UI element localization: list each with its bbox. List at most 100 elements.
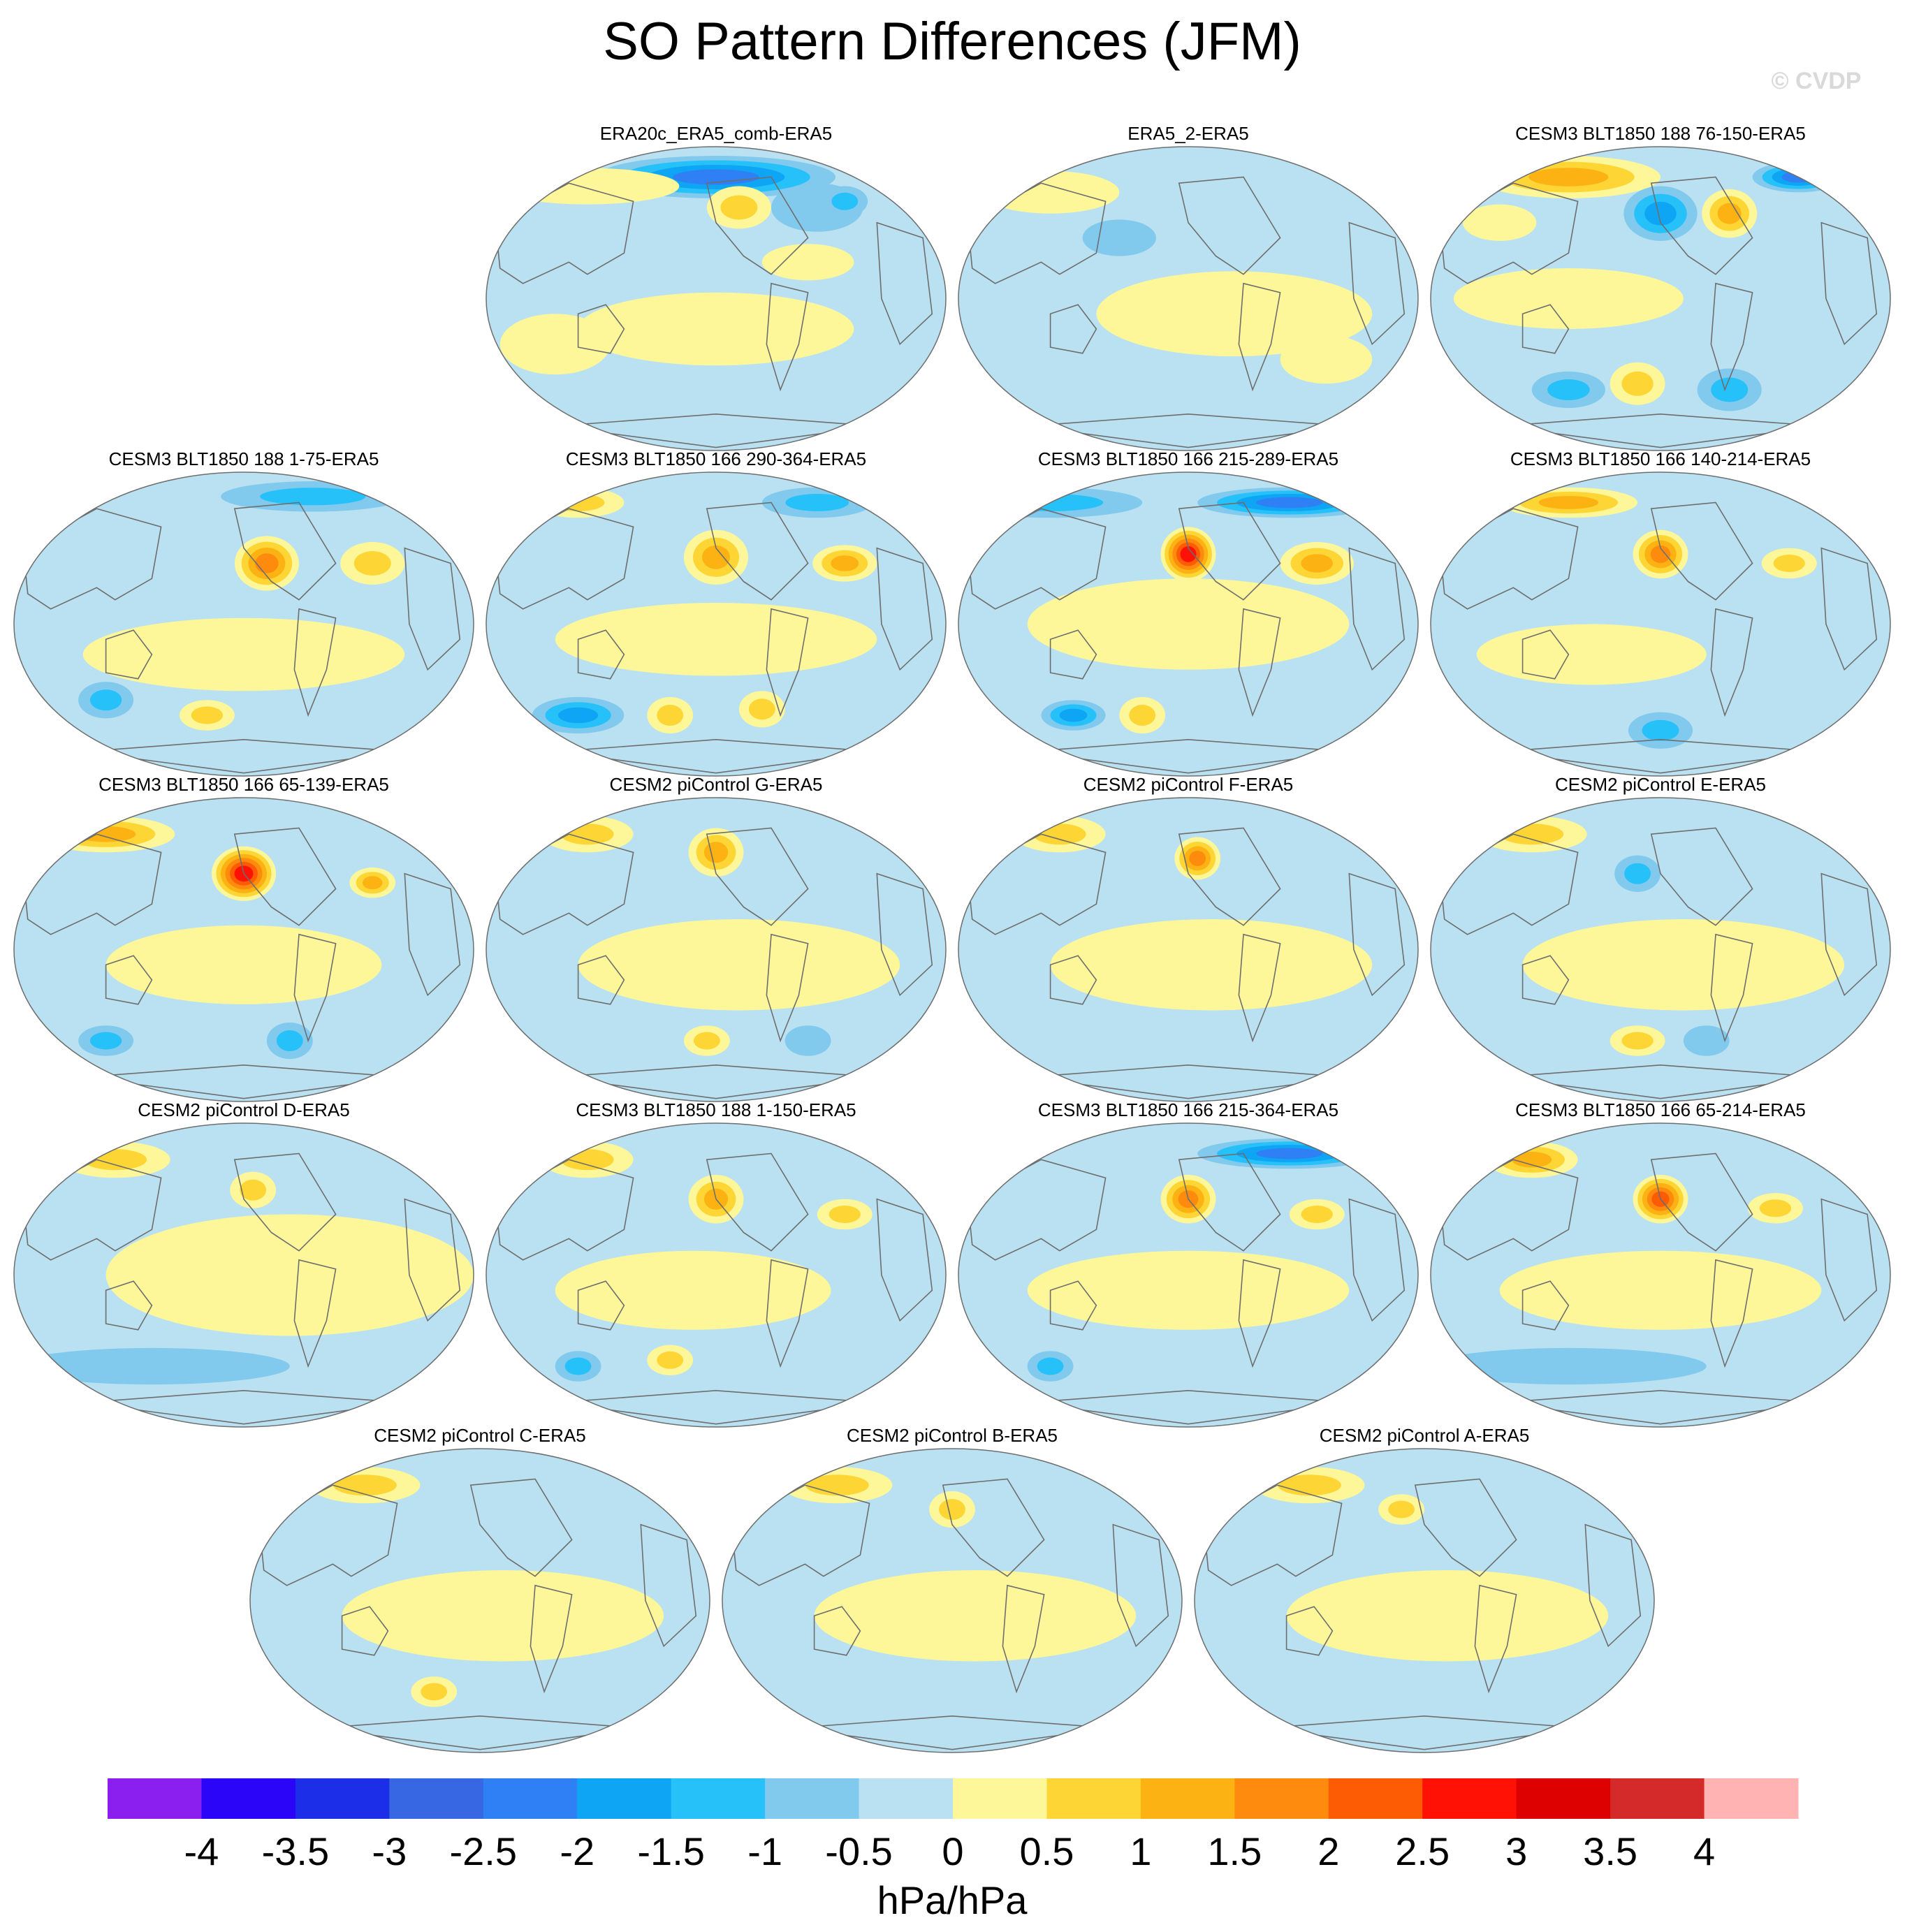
coastline bbox=[1650, 502, 1753, 601]
map-panels-grid: ERA20c_ERA5_comb-ERA5 ERA5_2-ERA5 CESM3 BL… bbox=[13, 123, 1891, 1753]
coastline bbox=[22, 1159, 162, 1261]
coastline bbox=[1348, 1198, 1406, 1322]
contour-blob bbox=[1717, 203, 1742, 224]
contour-blob bbox=[89, 1032, 122, 1050]
contour-blob bbox=[1301, 1205, 1333, 1224]
colorbar-swatch bbox=[483, 1778, 578, 1819]
contour-blob bbox=[1129, 704, 1156, 726]
contour-blob bbox=[1286, 1570, 1609, 1662]
contour-blob bbox=[1476, 624, 1707, 685]
coastline bbox=[495, 1159, 634, 1261]
map-field bbox=[958, 1123, 1418, 1427]
colorbar-swatch bbox=[1328, 1778, 1423, 1819]
map-panel: CESM3 BLT1850 188 1-75-ERA5 bbox=[13, 448, 474, 777]
contour-blob bbox=[1538, 496, 1599, 509]
contour-blob bbox=[276, 1030, 303, 1052]
contour-blob bbox=[499, 314, 611, 375]
coastline bbox=[706, 176, 809, 275]
coastline bbox=[1002, 1584, 1045, 1694]
coastline bbox=[495, 833, 634, 935]
coastline bbox=[1650, 176, 1753, 275]
map-panel: CESM3 BLT1850 166 140-214-ERA5 bbox=[1430, 448, 1891, 777]
coastline bbox=[577, 304, 625, 354]
coastline bbox=[1521, 304, 1570, 354]
panel-title: CESM2 piControl E-ERA5 bbox=[1555, 774, 1766, 795]
coastline bbox=[876, 872, 933, 997]
colorbar-swatch bbox=[1422, 1778, 1517, 1819]
coastline bbox=[1439, 182, 1579, 284]
colorbar-swatch bbox=[765, 1778, 860, 1819]
coastline bbox=[1238, 933, 1281, 1043]
contour-blob bbox=[1027, 1250, 1350, 1330]
map-panel: CESM3 BLT1850 188 76-150-ERA5 bbox=[1430, 123, 1891, 451]
coastline bbox=[766, 1259, 809, 1368]
colorbar-swatch bbox=[1234, 1778, 1329, 1819]
coastline bbox=[967, 182, 1107, 284]
coastline bbox=[1521, 955, 1570, 1005]
map-field bbox=[958, 472, 1418, 776]
coastline bbox=[1820, 872, 1878, 997]
coastline bbox=[1710, 608, 1753, 717]
contour-blob bbox=[1547, 379, 1590, 401]
contour-blob bbox=[814, 1570, 1137, 1662]
map-panel: CESM3 BLT1850 188 1-150-ERA5 bbox=[486, 1099, 947, 1428]
colorbar-swatch bbox=[201, 1778, 296, 1819]
colorbar-tick-label: 0.5 bbox=[1020, 1829, 1074, 1873]
coastline bbox=[706, 502, 809, 601]
panel-title: CESM3 BLT1850 166 215-364-ERA5 bbox=[1038, 1099, 1338, 1120]
map-border bbox=[486, 1122, 947, 1428]
coastline bbox=[341, 1606, 389, 1656]
map-field bbox=[486, 798, 946, 1102]
contour-blob bbox=[255, 553, 279, 573]
map-field bbox=[486, 147, 946, 451]
coastline bbox=[1650, 1152, 1753, 1252]
coastline bbox=[1439, 833, 1579, 935]
coastline bbox=[1439, 508, 1579, 610]
coastline bbox=[1178, 502, 1281, 601]
coastline bbox=[577, 955, 625, 1005]
map-field bbox=[958, 147, 1418, 451]
map-border bbox=[1430, 797, 1891, 1102]
contour-blob bbox=[82, 617, 405, 691]
contour-blob bbox=[353, 550, 391, 576]
coastline bbox=[495, 182, 634, 284]
colorbar-units: hPa/hPa bbox=[877, 1878, 1028, 1922]
coastline bbox=[530, 1584, 573, 1694]
coastline bbox=[233, 1152, 337, 1252]
contour-blob bbox=[89, 689, 122, 711]
coastline bbox=[1203, 1484, 1343, 1586]
coastline bbox=[766, 608, 809, 717]
map-field bbox=[250, 1449, 710, 1752]
panel-title: ERA5_2-ERA5 bbox=[1127, 123, 1248, 144]
coastline bbox=[1521, 1280, 1570, 1331]
map-panel: CESM2 piControl C-ERA5 bbox=[249, 1425, 710, 1753]
contour-blob bbox=[1453, 268, 1684, 329]
contour-blob bbox=[693, 1032, 720, 1050]
colorbar-swatch bbox=[295, 1778, 390, 1819]
coastline bbox=[1049, 1280, 1097, 1331]
map-field bbox=[1431, 1123, 1890, 1427]
colorbar-swatch bbox=[389, 1778, 484, 1819]
coastline bbox=[233, 827, 337, 926]
contour-blob bbox=[240, 1179, 267, 1201]
map-border bbox=[722, 1448, 1183, 1753]
colorbar-swatch bbox=[1704, 1778, 1799, 1819]
contour-blob bbox=[702, 545, 730, 569]
coastline bbox=[640, 1523, 697, 1648]
map-panel: CESM3 BLT1850 166 215-289-ERA5 bbox=[958, 448, 1419, 777]
map-field bbox=[14, 798, 474, 1102]
coastline bbox=[1112, 1523, 1169, 1648]
coastline bbox=[1820, 547, 1878, 671]
map-field bbox=[14, 472, 474, 776]
coastline bbox=[1285, 1606, 1334, 1656]
map-border bbox=[249, 1448, 710, 1753]
panel-title: CESM3 BLT1850 188 76-150-ERA5 bbox=[1515, 123, 1806, 144]
coastline bbox=[1820, 1198, 1878, 1322]
coastline bbox=[293, 1259, 337, 1368]
panel-title: CESM2 piControl F-ERA5 bbox=[1083, 774, 1294, 795]
map-border bbox=[486, 146, 947, 451]
contour-blob bbox=[657, 704, 684, 726]
colorbar-tick-label: -2.5 bbox=[450, 1829, 518, 1873]
colorbar-swatch bbox=[859, 1778, 954, 1819]
contour-blob bbox=[672, 169, 760, 185]
